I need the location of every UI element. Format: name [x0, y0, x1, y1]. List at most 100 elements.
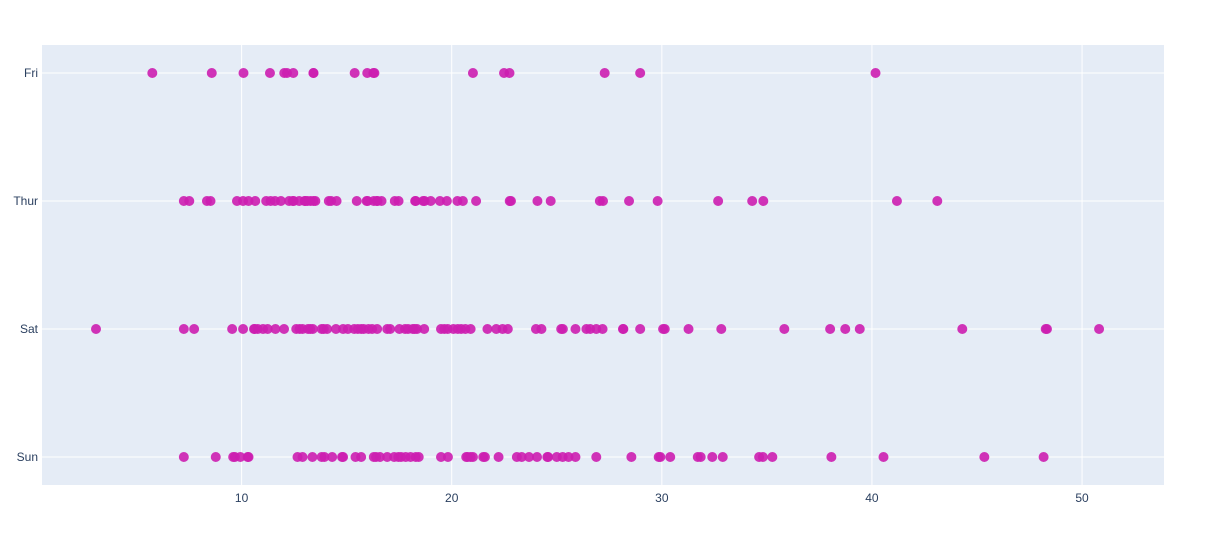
data-point — [767, 452, 778, 462]
data-point — [410, 196, 421, 206]
data-point — [979, 452, 990, 462]
data-point — [307, 452, 318, 462]
data-point — [471, 196, 482, 206]
data-point — [235, 452, 246, 462]
data-point — [178, 452, 189, 462]
y-tick-label: Sun — [17, 450, 38, 464]
data-point — [243, 452, 254, 462]
data-point — [716, 324, 727, 334]
x-axis-tick-labels: 10 20 30 40 50 — [235, 491, 1089, 505]
y-tick-label: Sat — [20, 322, 39, 336]
data-point — [597, 324, 608, 334]
data-point — [826, 452, 837, 462]
data-point — [870, 68, 881, 78]
data-point — [479, 452, 490, 462]
data-point — [331, 196, 342, 206]
data-point — [147, 68, 158, 78]
x-tick-label: 10 — [235, 491, 249, 505]
data-point — [932, 196, 943, 206]
data-point — [288, 68, 299, 78]
data-point — [369, 68, 380, 78]
data-point — [516, 452, 527, 462]
data-point — [635, 68, 646, 78]
data-point — [524, 452, 535, 462]
data-point — [264, 68, 275, 78]
x-tick-label: 30 — [655, 491, 669, 505]
data-point — [338, 452, 349, 462]
data-point — [532, 196, 543, 206]
data-point — [563, 452, 574, 462]
data-point — [635, 324, 646, 334]
data-point — [570, 452, 581, 462]
data-point — [1094, 324, 1105, 334]
data-point — [502, 324, 513, 334]
data-point — [652, 196, 663, 206]
data-point — [545, 196, 556, 206]
data-point — [747, 196, 758, 206]
data-point — [532, 452, 543, 462]
data-point — [319, 452, 330, 462]
data-point — [854, 324, 865, 334]
data-point — [206, 68, 217, 78]
data-point — [467, 68, 478, 78]
data-point — [91, 324, 101, 334]
data-point — [270, 324, 281, 334]
data-point — [717, 452, 728, 462]
data-point — [385, 324, 396, 334]
data-point — [425, 196, 436, 206]
data-point — [374, 452, 385, 462]
data-point — [205, 196, 216, 206]
plot-background — [42, 45, 1164, 485]
data-point — [665, 452, 676, 462]
data-point — [250, 196, 261, 206]
x-tick-label: 20 — [445, 491, 459, 505]
data-point — [262, 324, 273, 334]
data-point — [227, 324, 238, 334]
data-point — [349, 68, 360, 78]
data-point — [356, 452, 367, 462]
data-point — [310, 196, 321, 206]
data-point — [279, 324, 290, 334]
data-point — [275, 196, 286, 206]
data-point — [322, 324, 333, 334]
y-tick-label: Thur — [13, 194, 38, 208]
data-point — [467, 452, 478, 462]
y-tick-label: Fri — [24, 66, 38, 80]
data-point — [434, 196, 445, 206]
data-points — [91, 68, 1105, 462]
data-point — [624, 196, 635, 206]
data-point — [413, 452, 424, 462]
data-point — [957, 324, 968, 334]
data-point — [436, 452, 446, 462]
data-point — [695, 452, 706, 462]
data-point — [330, 324, 341, 334]
data-point — [351, 196, 362, 206]
data-point — [184, 196, 195, 206]
data-point — [840, 324, 851, 334]
data-point — [878, 452, 889, 462]
data-point — [412, 324, 423, 334]
data-point — [482, 324, 493, 334]
data-point — [713, 196, 724, 206]
data-point — [655, 452, 666, 462]
data-point — [505, 196, 516, 206]
data-point — [238, 324, 249, 334]
data-point — [543, 452, 554, 462]
data-point — [599, 68, 610, 78]
data-point — [297, 452, 308, 462]
data-point — [536, 324, 547, 334]
data-point — [591, 452, 602, 462]
data-point — [570, 324, 581, 334]
data-point — [707, 452, 718, 462]
data-point — [238, 68, 249, 78]
data-point — [442, 452, 453, 462]
data-point — [393, 196, 404, 206]
data-point — [376, 196, 387, 206]
data-point — [493, 452, 504, 462]
data-point — [178, 324, 189, 334]
data-point — [382, 452, 393, 462]
y-axis-tick-labels: Sun Sat Thur Fri — [13, 66, 38, 464]
data-point — [779, 324, 790, 334]
data-point — [659, 324, 670, 334]
